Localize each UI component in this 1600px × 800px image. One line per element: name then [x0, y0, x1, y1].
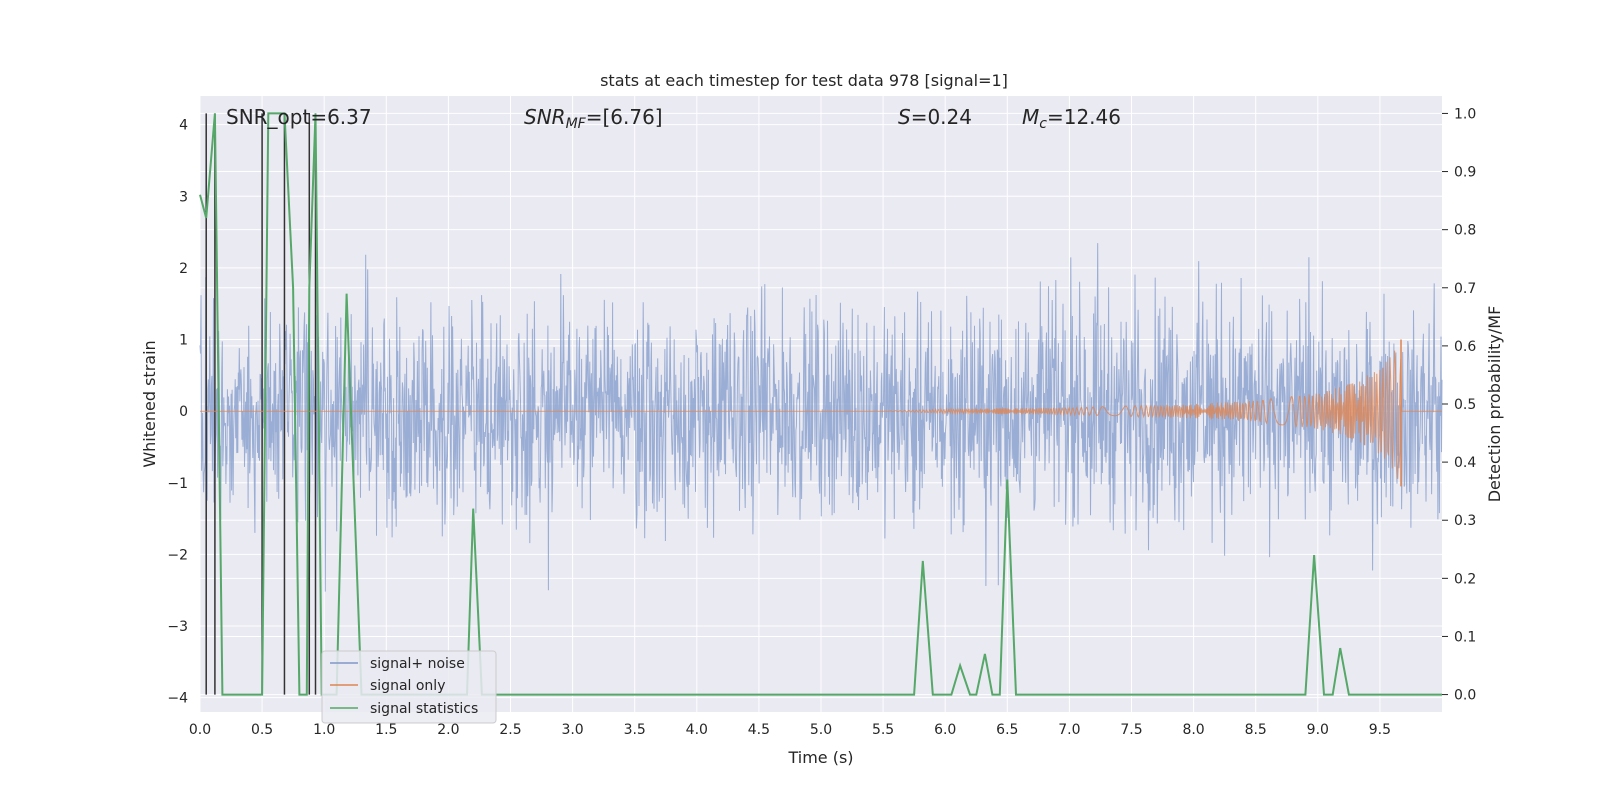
- annotation-snr-opt: SNR_opt=6.37: [226, 105, 372, 129]
- y-tick-label: −4: [167, 691, 188, 707]
- y-tick-label: 2: [179, 261, 188, 277]
- legend-box: [321, 650, 497, 724]
- y-tick-label: 0: [179, 404, 188, 420]
- y2-tick-label: 1.0: [1454, 106, 1476, 122]
- y2-tick-label: 0.6: [1454, 339, 1476, 355]
- x-tick-label: 5.0: [810, 722, 832, 738]
- y2-tick-label: 0.9: [1454, 165, 1476, 181]
- y-tick-label: 3: [179, 189, 188, 205]
- y-tick-label: −2: [167, 547, 188, 563]
- x-tick-label: 3.0: [561, 722, 583, 738]
- signal-only-line: [200, 350, 1442, 479]
- y-axis-label: Whitened strain: [140, 340, 159, 467]
- x-tick-label: 7.0: [1058, 722, 1080, 738]
- x-tick-label: 9.5: [1369, 722, 1391, 738]
- signal-statistics-line: [199, 112, 1442, 696]
- y-tick-label: −1: [167, 476, 188, 492]
- s-symbol: S: [898, 105, 911, 129]
- annotation-mc: Mc=12.46: [1022, 105, 1121, 132]
- legend-label-signal-statistics: signal statistics: [370, 701, 478, 717]
- snr-mf-base: SNR: [524, 105, 566, 129]
- series-signal-noise: [199, 243, 1443, 592]
- x-tick-label: 8.5: [1245, 722, 1267, 738]
- annotation-s: S=0.24: [898, 105, 972, 129]
- chart-title: stats at each timestep for test data 978…: [600, 71, 1008, 90]
- signal-noise-line: [199, 243, 1443, 592]
- y2-tick-label: 0.7: [1454, 281, 1476, 297]
- y-tick-label: −3: [167, 619, 188, 635]
- x-axis-label: Time (s): [787, 748, 853, 767]
- x-tick-label: 4.0: [686, 722, 708, 738]
- y-tick-label: 1: [179, 333, 188, 349]
- x-tick-label: 1.5: [375, 722, 397, 738]
- y2-axis-label: Detection probability/MF: [1485, 306, 1504, 503]
- x-tick-label: 8.0: [1182, 722, 1204, 738]
- x-axis-ticks: 0.0 0.5 1.0 1.5 2.0 2.5 3.0 3.5 4.0 4.5 5.0 5.5 6.0 6…: [189, 722, 1391, 738]
- snr-mf-value: =[6.76]: [586, 105, 663, 129]
- x-tick-label: 5.5: [872, 722, 894, 738]
- y2-tick-label: 0.0: [1454, 688, 1476, 704]
- mc-base: M: [1022, 105, 1039, 129]
- x-tick-label: 0.0: [189, 722, 211, 738]
- x-tick-label: 3.5: [624, 722, 646, 738]
- x-tick-label: 4.5: [748, 722, 770, 738]
- y2-tick-label: 0.8: [1454, 223, 1476, 239]
- legend: signal+ noise signal only signal statist…: [321, 650, 497, 724]
- x-tick-label: 7.5: [1120, 722, 1142, 738]
- mc-sub: c: [1039, 116, 1047, 132]
- annotation-snr-mf: SNRMF=[6.76]: [524, 105, 663, 132]
- x-tick-label: 2.5: [499, 722, 521, 738]
- x-tick-label: 6.0: [934, 722, 956, 738]
- series-signal-statistics: [199, 112, 1442, 696]
- mc-value: =12.46: [1047, 105, 1121, 129]
- x-tick-label: 6.5: [996, 722, 1018, 738]
- y-tick-label: 4: [179, 118, 188, 134]
- vertical-markers: [205, 113, 317, 695]
- s-value: =0.24: [911, 105, 972, 129]
- x-tick-label: 2.0: [437, 722, 459, 738]
- legend-label-signal-noise: signal+ noise: [370, 656, 465, 672]
- y2-tick-label: 0.4: [1454, 455, 1476, 471]
- x-tick-label: 1.0: [313, 722, 335, 738]
- x-tick-label: 9.0: [1307, 722, 1329, 738]
- y2-tick-label: 0.3: [1454, 513, 1476, 529]
- y-axis-ticks: 4 3 2 1 0 −1 −2 −3 −4: [167, 118, 188, 707]
- y2-axis-ticks: 1.0 0.9 0.8 0.7 0.6 0.5 0.4 0.3 0.2 0.1 0.0: [1442, 106, 1476, 704]
- y2-tick-label: 0.5: [1454, 397, 1476, 413]
- series-signal-only: [200, 339, 1442, 487]
- y2-tick-label: 0.1: [1454, 629, 1476, 645]
- x-tick-label: 0.5: [251, 722, 273, 738]
- legend-label-signal-only: signal only: [370, 678, 445, 694]
- snr-mf-sub: MF: [566, 116, 587, 132]
- y2-tick-label: 0.2: [1454, 571, 1476, 587]
